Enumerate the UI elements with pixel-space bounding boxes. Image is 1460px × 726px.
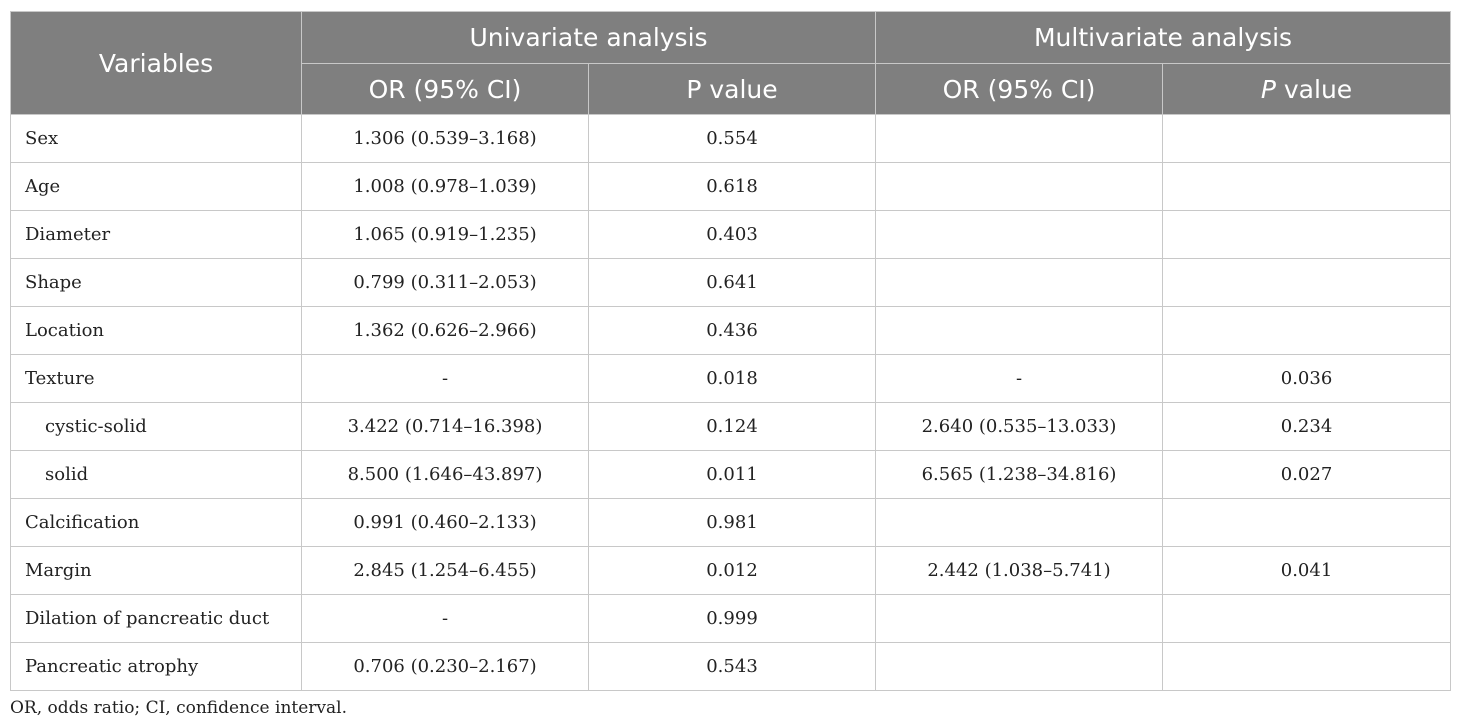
cell-uni-p: 0.554 — [587, 114, 877, 163]
table-row: Dilation of pancreatic duct -0.999 — [10, 594, 1452, 643]
row-label: Sex — [10, 114, 302, 163]
cell-uni-or: 8.500 (1.646–43.897) — [301, 450, 589, 499]
table-row: Age 1.008 (0.978–1.039) 0.618 — [10, 162, 1452, 211]
cell-multi-or — [875, 498, 1164, 547]
header-multi-p-italic: P — [1260, 74, 1276, 104]
cell-uni-p: 0.436 — [587, 306, 877, 355]
table-header: Variables Univariate analysis Multivaria… — [10, 11, 1452, 115]
cell-multi-or — [875, 258, 1164, 307]
table-row: Location 1.362 (0.626–2.966) 0.436 — [10, 306, 1452, 355]
cell-multi-p — [1162, 642, 1452, 691]
row-label: solid — [10, 450, 302, 499]
row-label: Diameter — [10, 210, 302, 259]
cell-multi-or — [875, 306, 1164, 355]
row-label: Texture — [10, 354, 302, 403]
results-table-container: Variables Univariate analysis Multivaria… — [10, 11, 1452, 691]
header-multi-p-rest: value — [1275, 74, 1353, 104]
cell-uni-or: 2.845 (1.254–6.455) — [301, 546, 589, 595]
cell-uni-or: 1.362 (0.626–2.966) — [301, 306, 589, 355]
cell-multi-p — [1162, 306, 1452, 355]
cell-uni-or: 1.306 (0.539–3.168) — [301, 114, 589, 163]
row-label: Shape — [10, 258, 302, 307]
cell-multi-p — [1162, 114, 1452, 163]
header-uni-p: P value — [587, 63, 877, 115]
header-univariate: Univariate analysis — [300, 11, 877, 64]
cell-multi-p — [1162, 498, 1452, 547]
header-uni-or: OR (95% CI) — [301, 63, 589, 115]
table-row: Diameter 1.065 (0.919–1.235) 0.403 — [10, 210, 1452, 259]
cell-uni-p: 0.403 — [587, 210, 877, 259]
cell-multi-or — [875, 642, 1164, 691]
cell-multi-p — [1162, 594, 1452, 643]
cell-uni-p: 0.641 — [587, 258, 877, 307]
cell-uni-or: 0.706 (0.230–2.167) — [301, 642, 589, 691]
cell-uni-p: 0.124 — [587, 402, 877, 451]
table-row: Sex 1.306 (0.539–3.168) 0.554 — [10, 114, 1452, 163]
cell-uni-p: 0.618 — [587, 162, 877, 211]
cell-multi-or — [875, 162, 1164, 211]
cell-multi-p: 0.234 — [1162, 402, 1452, 451]
table-row: Pancreatic atrophy 0.706 (0.230–2.167) 0.5… — [10, 642, 1452, 691]
cell-multi-or — [875, 210, 1164, 259]
cell-multi-p — [1162, 210, 1452, 259]
cell-multi-p: 0.041 — [1162, 546, 1452, 595]
row-label: Pancreatic atrophy — [10, 642, 302, 691]
row-label: Dilation of pancreatic duct — [10, 594, 302, 643]
footnote: OR, odds ratio; CI, confidence interval. — [10, 698, 348, 718]
cell-multi-or — [875, 594, 1164, 643]
header-multi-p: P value — [1162, 63, 1452, 115]
table-body: Sex 1.306 (0.539–3.168) 0.554 Age 1.008 (0.9… — [10, 114, 1452, 691]
cell-multi-or — [875, 114, 1164, 163]
cell-multi-p — [1162, 258, 1452, 307]
cell-uni-or: 0.799 (0.311–2.053) — [301, 258, 589, 307]
row-label: Margin — [10, 546, 302, 595]
table-row: Margin 2.845 (1.254–6.455) 0.012 2.442 (1.0… — [10, 546, 1452, 595]
table-row: solid 8.500 (1.646–43.897) 0.011 6.565 (1.2… — [10, 450, 1452, 499]
cell-uni-p: 0.999 — [587, 594, 877, 643]
cell-multi-p: 0.027 — [1162, 450, 1452, 499]
cell-uni-p: 0.543 — [587, 642, 877, 691]
row-label: Location — [10, 306, 302, 355]
cell-uni-or: 1.065 (0.919–1.235) — [301, 210, 589, 259]
row-label: cystic-solid — [10, 402, 302, 451]
row-label: Calcification — [10, 498, 302, 547]
table-row: Calcification 0.991 (0.460–2.133) 0.981 — [10, 498, 1452, 547]
header-variables: Variables — [10, 11, 302, 115]
cell-multi-or: 2.640 (0.535–13.033) — [875, 402, 1164, 451]
cell-uni-or: 1.008 (0.978–1.039) — [301, 162, 589, 211]
cell-uni-or: 0.991 (0.460–2.133) — [301, 498, 589, 547]
cell-multi-or: 2.442 (1.038–5.741) — [875, 546, 1164, 595]
cell-uni-or: 3.422 (0.714–16.398) — [301, 402, 589, 451]
header-multivariate: Multivariate analysis — [875, 11, 1452, 64]
table-row: cystic-solid 3.422 (0.714–16.398) 0.124 2.6… — [10, 402, 1452, 451]
cell-multi-or: 6.565 (1.238–34.816) — [875, 450, 1164, 499]
table-row: Shape 0.799 (0.311–2.053) 0.641 — [10, 258, 1452, 307]
results-table: Variables Univariate analysis Multivaria… — [10, 11, 1452, 691]
cell-uni-p: 0.011 — [587, 450, 877, 499]
cell-uni-or: - — [301, 594, 589, 643]
table-row: Texture -0.018-0.036 — [10, 354, 1452, 403]
cell-uni-p: 0.981 — [587, 498, 877, 547]
cell-uni-p: 0.012 — [587, 546, 877, 595]
cell-uni-or: - — [301, 354, 589, 403]
cell-multi-p: 0.036 — [1162, 354, 1452, 403]
cell-multi-or: - — [875, 354, 1164, 403]
header-multi-or: OR (95% CI) — [875, 63, 1164, 115]
cell-multi-p — [1162, 162, 1452, 211]
row-label: Age — [10, 162, 302, 211]
cell-uni-p: 0.018 — [587, 354, 877, 403]
